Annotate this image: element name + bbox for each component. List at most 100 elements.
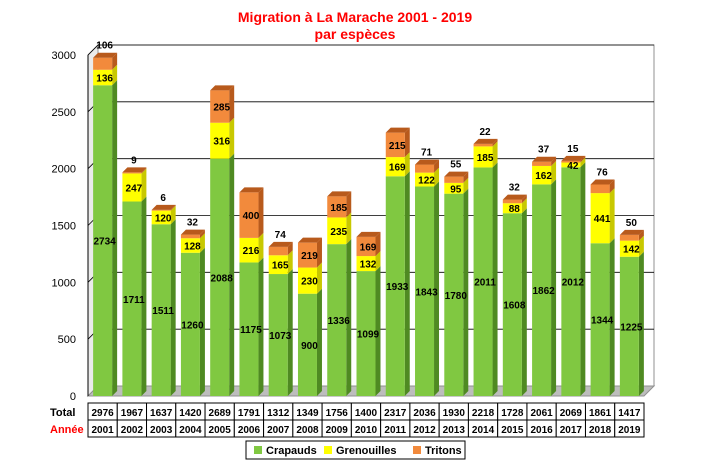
legend-swatch: [413, 446, 421, 454]
bar-crapauds: [151, 224, 171, 396]
bar-tritons: [210, 90, 230, 123]
bar-tritons: [180, 234, 200, 239]
y-tick-label: 2500: [52, 107, 76, 119]
x-tick-label: 2005: [209, 425, 232, 436]
x-tick-label: 2008: [296, 425, 319, 436]
bar-side: [316, 288, 322, 396]
bar-crapauds: [297, 293, 317, 396]
table-total-value: 2036: [413, 408, 436, 419]
bar-tritons: [444, 176, 464, 183]
y-tick-label: 500: [58, 334, 76, 346]
data-label-grenouilles: 169: [389, 163, 406, 174]
table-cell: [614, 419, 645, 438]
x-tick-label: 2003: [150, 425, 173, 436]
bar-crapauds: [356, 271, 376, 396]
bar-grenouilles: [561, 162, 581, 168]
bar-side: [609, 179, 615, 194]
data-label-tritons: 9: [131, 155, 137, 166]
data-label-crapauds: 1175: [240, 325, 262, 336]
bar-top: [385, 127, 410, 133]
bar-side: [170, 219, 176, 396]
bar-side: [316, 237, 322, 268]
bar-side: [229, 153, 235, 396]
bar-crapauds: [268, 274, 288, 396]
x-tick-label: 2012: [413, 425, 436, 436]
bar-side: [258, 232, 264, 263]
data-label-tritons: 50: [626, 218, 638, 229]
bar-tritons: [327, 196, 347, 218]
bar-side: [375, 251, 381, 272]
bar-grenouilles: [590, 193, 610, 244]
bar-crapauds: [561, 167, 581, 396]
table-total-label: Total: [50, 407, 75, 419]
bar-grenouilles: [93, 69, 113, 86]
data-label-crapauds: 2012: [562, 278, 585, 289]
bar-side: [521, 194, 527, 204]
data-label-grenouilles: 235: [330, 227, 347, 238]
legend-label: Grenouilles: [336, 445, 397, 457]
bar-side: [551, 179, 557, 396]
data-label-crapauds: 2088: [211, 273, 234, 284]
bar-side: [170, 204, 176, 211]
bar-grenouilles: [619, 240, 639, 257]
bar-top: [93, 52, 118, 58]
bar-side: [316, 262, 322, 294]
bar-side: [112, 64, 118, 86]
bar-grenouilles: [180, 238, 200, 253]
data-label-grenouilles: 230: [301, 277, 318, 288]
x-tick-label: 2018: [589, 425, 612, 436]
bar-tritons: [356, 236, 376, 257]
data-label-tritons: 285: [213, 103, 230, 114]
bar-crapauds: [327, 244, 347, 396]
plot-area: 0 500 1000 1500 2000 2500 3000 2734 136 106 1711 24…: [52, 41, 656, 403]
bar-side: [434, 167, 440, 187]
data-label-grenouilles: 142: [623, 245, 640, 256]
bar-side: [434, 159, 440, 173]
bar-top: [151, 204, 176, 210]
bar-crapauds: [239, 262, 259, 396]
bar-side: [638, 251, 644, 396]
data-label-grenouilles: 441: [594, 214, 611, 225]
data-label-crapauds: 1511: [152, 306, 174, 317]
bar-side: [141, 196, 147, 396]
bar-grenouilles: [327, 217, 347, 245]
bar-side: [638, 229, 644, 241]
bar-top: [619, 229, 644, 235]
chart-subtitle: par espèces: [315, 26, 396, 42]
table-total-value: 2069: [560, 408, 583, 419]
bar-side: [346, 212, 352, 245]
bar-side: [287, 250, 293, 275]
legend-label: Tritons: [425, 445, 462, 457]
bar-side: [609, 188, 615, 244]
bar-grenouilles: [385, 157, 405, 177]
bar-crapauds: [444, 193, 464, 396]
table-total-value: 1930: [443, 408, 466, 419]
bar-side: [521, 198, 527, 214]
bar-side: [375, 231, 381, 257]
data-label-tritons: 32: [509, 183, 521, 194]
data-label-tritons: 55: [450, 160, 462, 171]
data-label-tritons: 71: [421, 148, 433, 159]
x-tick-label: 2004: [179, 425, 202, 436]
data-label-grenouilles: 185: [477, 153, 494, 164]
data-label-tritons: 6: [160, 193, 166, 204]
bar-top: [444, 171, 469, 177]
bar-crapauds: [93, 85, 113, 396]
table-total-value: 1967: [121, 408, 144, 419]
data-label-tritons: 106: [96, 41, 113, 52]
bar-side: [463, 188, 469, 396]
bar-tritons: [385, 132, 405, 158]
data-label-grenouilles: 128: [184, 242, 201, 253]
data-label-grenouilles: 95: [450, 184, 462, 195]
table-total-value: 2061: [530, 408, 553, 419]
x-tick-label: 2014: [472, 425, 495, 436]
bar-top: [297, 237, 322, 243]
bar-side: [199, 233, 205, 253]
data-label-grenouilles: 216: [243, 246, 260, 257]
bar-side: [404, 152, 410, 177]
x-tick-label: 2001: [92, 425, 115, 436]
x-tick-label: 2009: [326, 425, 349, 436]
table-total-value: 1420: [179, 408, 202, 419]
legend-swatch: [324, 446, 332, 454]
